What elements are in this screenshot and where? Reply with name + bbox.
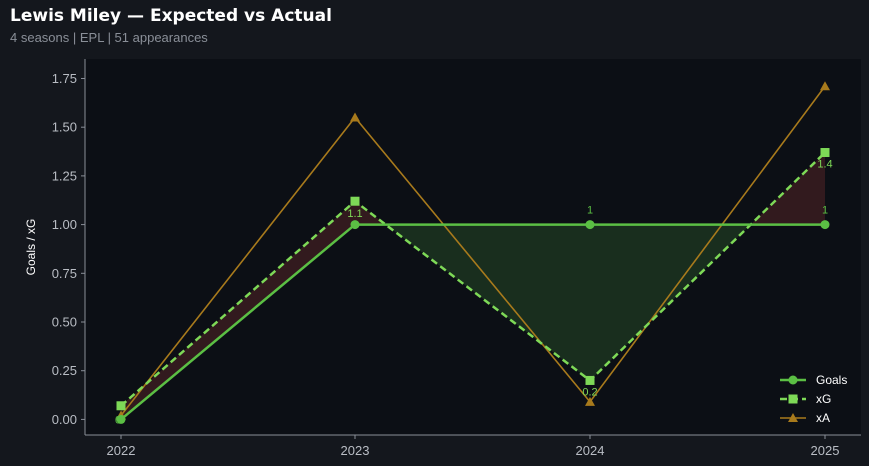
data-label-xg: 1.4	[817, 159, 832, 171]
data-label-goals: 1	[587, 205, 593, 217]
series-line-xg	[120, 151, 826, 407]
point-xg	[585, 375, 595, 385]
point-xa	[585, 396, 595, 406]
point-goals	[350, 220, 360, 230]
legend: Goals xG xA	[780, 373, 847, 425]
data-label-xg: 1.1	[347, 208, 362, 220]
fill-region	[121, 201, 355, 420]
chart-title: Lewis Miley — Expected vs Actual	[10, 6, 332, 26]
chart-subtitle: 4 seasons | EPL | 51 appearances	[10, 30, 208, 45]
series-line-xa	[120, 85, 826, 417]
axes: 0.00 0.25 0.50 0.75 1.00 1.25 1.50 1.75 2022 2023…	[52, 59, 861, 458]
data-label-xg: 0.2	[582, 386, 597, 398]
x-tick-label: 2022	[107, 443, 136, 458]
y-tick-label: 0.25	[52, 363, 77, 378]
legend-marker	[788, 375, 798, 385]
x-tick-label: 2024	[576, 443, 605, 458]
point-goals	[116, 414, 126, 424]
point-xa	[350, 112, 360, 122]
point-goals	[820, 220, 830, 230]
y-tick-label: 1.75	[52, 71, 77, 86]
series-line-goals	[120, 223, 825, 421]
data-label-goals: 1	[822, 205, 828, 217]
y-tick-label: 0.75	[52, 266, 77, 281]
x-tick-label: 2023	[341, 443, 370, 458]
legend-label-xg: xG	[816, 392, 831, 406]
x-tick-label: 2025	[811, 443, 840, 458]
y-tick-label: 1.50	[52, 120, 77, 135]
data-label-goals: 0	[115, 414, 121, 426]
y-tick-label: 1.00	[52, 217, 77, 232]
y-tick-label: 0.00	[52, 412, 77, 427]
legend-label-goals: Goals	[816, 373, 847, 387]
legend-marker	[788, 413, 798, 422]
series-group	[116, 81, 830, 424]
point-xg	[820, 148, 830, 158]
data-labels: 0 1 1 1.1 0.2 1.4	[115, 159, 833, 427]
point-xa	[820, 81, 830, 91]
legend-marker	[788, 394, 798, 404]
y-tick-label: 0.50	[52, 315, 77, 330]
point-goals	[585, 220, 595, 230]
legend-label-xa: xA	[816, 411, 830, 425]
y-axis-label: Goals / xG	[24, 219, 38, 276]
y-tick-label: 1.25	[52, 168, 77, 183]
point-xg	[116, 401, 126, 411]
point-xg	[350, 196, 360, 206]
